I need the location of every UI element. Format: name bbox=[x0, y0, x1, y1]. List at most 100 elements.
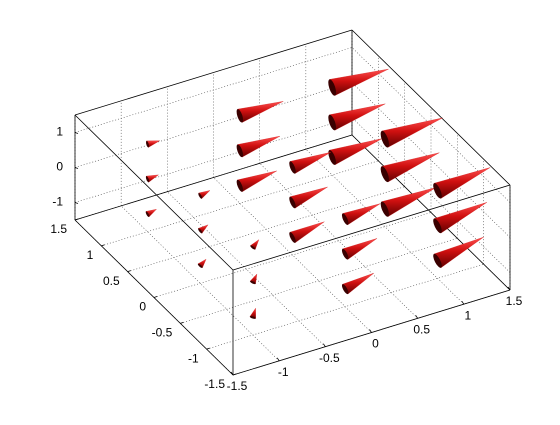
z-tick bbox=[74, 132, 79, 134]
cone-base bbox=[328, 79, 337, 96]
cone bbox=[145, 174, 159, 183]
y-tick bbox=[232, 373, 237, 376]
cone bbox=[197, 258, 207, 269]
box-edge bbox=[74, 134, 353, 221]
x-tick-label: 0 bbox=[372, 337, 379, 351]
z-tick-label: 1 bbox=[56, 125, 63, 139]
x-tick bbox=[507, 286, 511, 291]
cone-body bbox=[237, 135, 281, 158]
cone bbox=[236, 170, 277, 192]
grid-line bbox=[206, 263, 484, 350]
cone-base bbox=[289, 196, 296, 209]
cone bbox=[145, 208, 157, 218]
cone bbox=[146, 140, 161, 148]
y-tick bbox=[153, 296, 158, 298]
cone bbox=[198, 224, 209, 234]
cone-base bbox=[380, 201, 389, 217]
cone-base bbox=[433, 183, 442, 199]
z-tick bbox=[74, 167, 79, 169]
cone-body bbox=[237, 101, 284, 123]
x-tick-label: -0.5 bbox=[319, 351, 340, 365]
grid-line bbox=[127, 186, 405, 272]
cone-base bbox=[341, 213, 349, 225]
cone bbox=[328, 103, 386, 131]
cone bbox=[328, 68, 389, 96]
cone-base bbox=[236, 109, 244, 123]
y-tick-label: 1 bbox=[87, 248, 94, 262]
grid-line bbox=[74, 47, 353, 133]
grid-line bbox=[351, 47, 511, 203]
cone bbox=[236, 135, 281, 158]
cone-body bbox=[433, 236, 484, 268]
grid-line bbox=[74, 117, 353, 203]
box-edge bbox=[74, 114, 234, 271]
y-tick bbox=[180, 321, 184, 324]
box-edge bbox=[351, 134, 511, 291]
cone-base bbox=[328, 114, 337, 131]
cone bbox=[341, 238, 378, 260]
cone bbox=[289, 186, 328, 209]
cone-base bbox=[328, 150, 336, 165]
grid-line bbox=[351, 82, 511, 238]
cone-base bbox=[289, 232, 296, 243]
cone-body bbox=[381, 187, 437, 217]
grid-line bbox=[101, 160, 379, 247]
box-edge bbox=[232, 184, 511, 271]
y-tick-label: 1.5 bbox=[50, 222, 67, 236]
z-tick bbox=[74, 202, 79, 204]
cone bbox=[328, 138, 383, 166]
cone-base bbox=[380, 166, 389, 183]
cone-body bbox=[289, 186, 328, 209]
x-tick bbox=[415, 315, 418, 319]
cone-body bbox=[329, 68, 389, 96]
y-tick-label: 0.5 bbox=[103, 274, 120, 288]
cone-base bbox=[146, 140, 149, 148]
cone-base bbox=[197, 263, 203, 268]
cone bbox=[198, 190, 211, 199]
cone-base bbox=[198, 192, 203, 199]
y-tick-label: -1 bbox=[188, 351, 199, 365]
cone bbox=[380, 117, 443, 148]
box-edge bbox=[351, 29, 511, 186]
grid-line bbox=[259, 163, 418, 319]
x-tick bbox=[230, 371, 234, 376]
y-tick-label: 0 bbox=[139, 300, 146, 314]
cone-body bbox=[237, 170, 277, 192]
z-tick-label: 0 bbox=[56, 160, 63, 174]
x-tick-label: -1.5 bbox=[227, 379, 248, 393]
cone-base bbox=[341, 284, 349, 295]
cone-body bbox=[433, 202, 487, 234]
cone bbox=[341, 203, 381, 226]
cone-base bbox=[249, 316, 256, 319]
grid-line bbox=[351, 117, 511, 273]
cone bbox=[433, 202, 487, 234]
cone-body bbox=[381, 117, 443, 148]
cone-base bbox=[289, 161, 296, 174]
y-tick bbox=[74, 218, 79, 221]
grid-line bbox=[74, 82, 353, 168]
grid-line bbox=[180, 238, 458, 324]
cone-body bbox=[289, 152, 331, 174]
x-tick bbox=[369, 329, 372, 333]
x-tick-label: 1.5 bbox=[506, 294, 523, 308]
cone bbox=[380, 187, 437, 217]
cone bbox=[289, 221, 325, 244]
cone-body bbox=[342, 203, 381, 226]
cone bbox=[380, 152, 440, 183]
cone-base bbox=[145, 176, 150, 183]
cone-base bbox=[250, 280, 256, 285]
cone bbox=[250, 239, 260, 250]
cone bbox=[249, 273, 258, 285]
cone-base bbox=[433, 253, 442, 268]
y-tick bbox=[127, 270, 131, 273]
cone bbox=[341, 273, 374, 295]
x-tick bbox=[323, 343, 326, 347]
cone-body bbox=[329, 103, 386, 131]
x-tick-label: -1 bbox=[278, 365, 289, 379]
cone-base bbox=[236, 144, 244, 158]
cone-body bbox=[329, 138, 383, 166]
z-tick-label: -1 bbox=[52, 195, 63, 209]
grid-line bbox=[305, 148, 465, 305]
